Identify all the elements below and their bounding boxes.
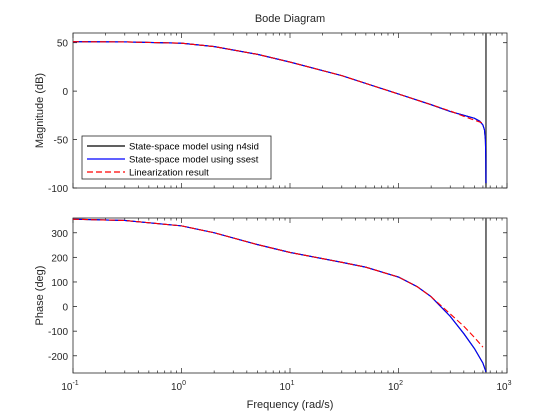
legend: State-space model using n4sid State-space… <box>81 135 272 180</box>
y-tick-label: 50 <box>57 39 69 50</box>
x-tick-label: 10-1 <box>61 380 78 393</box>
y-tick-label: -100 <box>48 327 68 338</box>
series-line-linearization-result <box>72 218 484 348</box>
legend-entry-label: State-space model using ssest <box>129 155 259 166</box>
x-tick-base: 10 <box>496 382 508 393</box>
y-tick-label: 100 <box>51 278 68 289</box>
x-tick-label: 101 <box>279 380 294 393</box>
y-tick-label: -200 <box>48 352 68 363</box>
x-tick-base: 10 <box>279 382 291 393</box>
x-tick-base: 10 <box>171 382 183 393</box>
chart-title: Bode Diagram <box>255 13 325 25</box>
legend-entry-label: Linearization result <box>129 168 209 179</box>
phase-y-ticks: -200 -100 0 100 200 300 <box>48 229 507 363</box>
y-tick-label: 0 <box>62 303 68 314</box>
y-tick-label: 0 <box>62 87 68 98</box>
x-tick-exponent: 0 <box>182 380 186 387</box>
x-tick-exponent: 1 <box>291 380 295 387</box>
magnitude-y-label: Magnitude (dB) <box>34 73 46 148</box>
phase-series <box>72 218 487 373</box>
x-tick-exponent: -1 <box>72 380 78 387</box>
magnitude-x-ticks <box>72 33 508 188</box>
x-tick-base: 10 <box>61 382 73 393</box>
x-tick-exponent: 2 <box>399 380 403 387</box>
series-line-linearization-result <box>72 41 484 124</box>
y-tick-label: -50 <box>54 136 69 147</box>
phase-axes-box <box>72 217 508 374</box>
magnitude-y-ticks: -100 -50 0 50 <box>48 39 507 195</box>
y-tick-label: 300 <box>51 229 68 240</box>
x-axis-label: Frequency (rad/s) <box>247 399 334 411</box>
x-tick-exponent: 3 <box>508 380 512 387</box>
legend-entry-label: State-space model using n4sid <box>129 142 259 153</box>
x-tick-label: 103 <box>496 380 511 393</box>
y-tick-label: -100 <box>48 184 68 195</box>
x-tick-label: 100 <box>171 380 186 393</box>
legend-box <box>81 135 272 180</box>
phase-x-ticks: 10-1 100 101 102 103 <box>61 218 512 393</box>
x-tick-base: 10 <box>388 382 400 393</box>
y-tick-label: 200 <box>51 253 68 264</box>
x-tick-label: 102 <box>388 380 403 393</box>
series-line-state-space-model-using-ssest <box>72 218 487 372</box>
phase-y-label: Phase (deg) <box>34 266 46 326</box>
magnitude-series <box>72 33 487 188</box>
